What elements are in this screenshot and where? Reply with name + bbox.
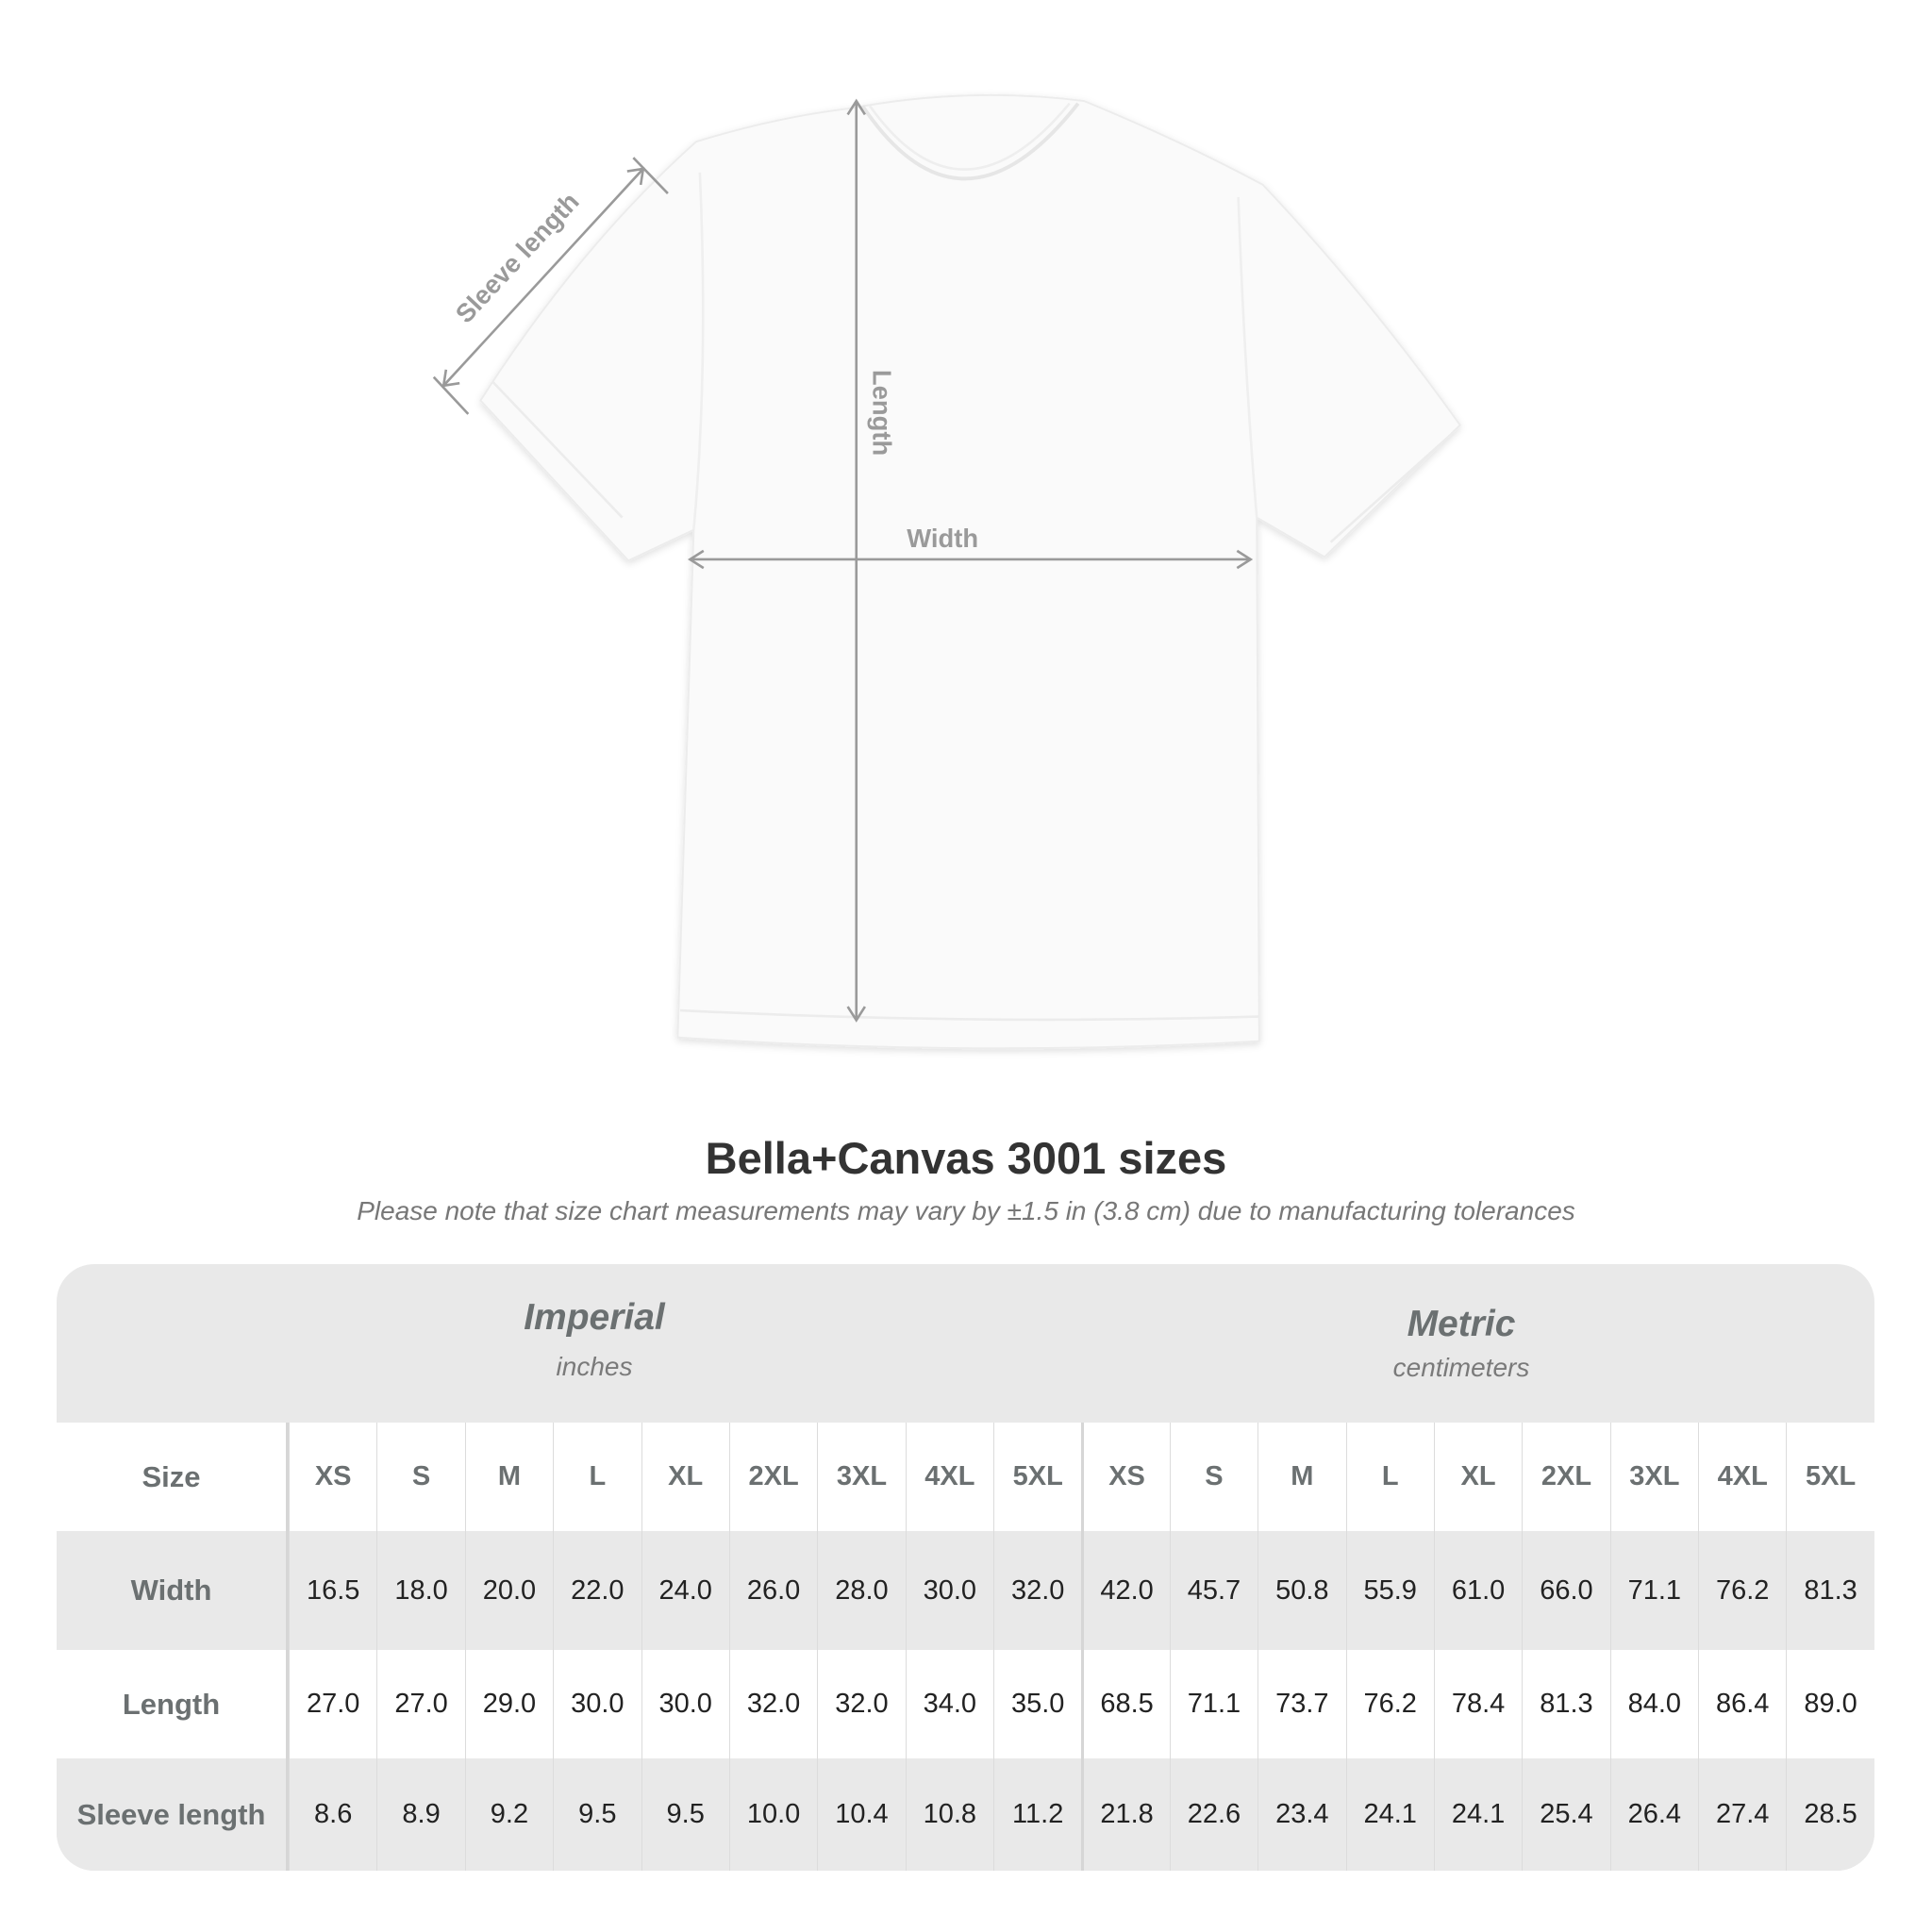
imperial-value: 32.0 — [817, 1650, 905, 1758]
imperial-value: 28.0 — [817, 1531, 905, 1650]
imperial-value: 32.0 — [728, 1650, 817, 1758]
metric-value: 86.4 — [1698, 1650, 1786, 1758]
table-row: Length 27.0 27.0 29.0 30.0 30.0 32.0 32.0 34.0 35… — [57, 1650, 1874, 1758]
metric-header: Metric centimeters — [1178, 1304, 1744, 1383]
imperial-value: 26.0 — [728, 1531, 817, 1650]
imperial-value: 10.0 — [728, 1758, 817, 1871]
imperial-value: 16.5 — [289, 1531, 376, 1650]
metric-size-s: S — [1169, 1423, 1257, 1531]
metric-value: 81.3 — [1522, 1650, 1609, 1758]
metric-value: 81.3 — [1786, 1531, 1874, 1650]
metric-value: 76.2 — [1698, 1531, 1786, 1650]
imperial-value: 10.8 — [905, 1758, 993, 1871]
measurement-arrows — [432, 98, 1254, 1023]
metric-value: 61.0 — [1433, 1531, 1522, 1650]
metric-value: 24.1 — [1345, 1758, 1434, 1871]
metric-value: 23.4 — [1257, 1758, 1345, 1871]
imperial-value: 27.0 — [376, 1650, 464, 1758]
unit-header: Imperial inches Metric centimeters — [57, 1264, 1874, 1423]
imperial-value: 24.0 — [641, 1531, 729, 1650]
width-label: Width — [907, 524, 978, 553]
table-row: Width 16.5 18.0 20.0 22.0 24.0 26.0 28.0 30.0 32.… — [57, 1531, 1874, 1650]
tshirt-image — [479, 93, 1462, 1050]
imperial-value: 30.0 — [641, 1650, 729, 1758]
metric-value: 42.0 — [1081, 1531, 1169, 1650]
row-label: Sleeve length — [57, 1758, 289, 1871]
length-label: Length — [867, 370, 896, 456]
metric-value: 55.9 — [1345, 1531, 1434, 1650]
imperial-value: 22.0 — [553, 1531, 641, 1650]
metric-value: 24.1 — [1433, 1758, 1522, 1871]
metric-value: 21.8 — [1081, 1758, 1169, 1871]
metric-size-xs: XS — [1081, 1423, 1169, 1531]
metric-size-xl: XL — [1433, 1423, 1522, 1531]
imperial-value: 8.9 — [376, 1758, 464, 1871]
imperial-size-l: L — [553, 1423, 641, 1531]
imperial-value: 34.0 — [905, 1650, 993, 1758]
metric-value: 22.6 — [1169, 1758, 1257, 1871]
size-table: Imperial inches Metric centimeters Size X… — [57, 1264, 1874, 1871]
metric-size-3xl: 3XL — [1609, 1423, 1698, 1531]
imperial-value: 8.6 — [289, 1758, 376, 1871]
imperial-value: 30.0 — [905, 1531, 993, 1650]
metric-value: 50.8 — [1257, 1531, 1345, 1650]
tolerance-note: Please note that size chart measurements… — [357, 1196, 1575, 1225]
imperial-size-2xl: 2XL — [728, 1423, 817, 1531]
metric-value: 71.1 — [1169, 1650, 1257, 1758]
metric-value: 28.5 — [1786, 1758, 1874, 1871]
imperial-value: 30.0 — [553, 1650, 641, 1758]
row-label: Width — [57, 1531, 289, 1650]
imperial-value: 18.0 — [376, 1531, 464, 1650]
imperial-value: 32.0 — [993, 1531, 1081, 1650]
metric-value: 66.0 — [1522, 1531, 1609, 1650]
imperial-size-m: M — [464, 1423, 553, 1531]
metric-value: 45.7 — [1169, 1531, 1257, 1650]
metric-size-4xl: 4XL — [1698, 1423, 1786, 1531]
metric-value: 78.4 — [1433, 1650, 1522, 1758]
size-label: Size — [57, 1423, 289, 1531]
imperial-value: 11.2 — [993, 1758, 1081, 1871]
metric-value: 84.0 — [1609, 1650, 1698, 1758]
row-label: Length — [57, 1650, 289, 1758]
metric-size-m: M — [1257, 1423, 1345, 1531]
imperial-value: 35.0 — [993, 1650, 1081, 1758]
imperial-value: 9.5 — [641, 1758, 729, 1871]
imperial-value: 27.0 — [289, 1650, 376, 1758]
metric-size-5xl: 5XL — [1786, 1423, 1874, 1531]
metric-unit: centimeters — [1392, 1353, 1530, 1382]
imperial-size-5xl: 5XL — [993, 1423, 1081, 1531]
imperial-size-4xl: 4XL — [905, 1423, 993, 1531]
metric-value: 26.4 — [1609, 1758, 1698, 1871]
metric-value: 76.2 — [1345, 1650, 1434, 1758]
imperial-header: Imperial inches — [311, 1297, 877, 1382]
size-header-row: Size XS S M L XL 2XL 3XL 4XL 5XL XS S M L XL 2XL 3XL 4XL 5… — [57, 1423, 1874, 1531]
metric-value: 25.4 — [1522, 1758, 1609, 1871]
metric-title: Metric — [1407, 1304, 1516, 1344]
imperial-size-xl: XL — [641, 1423, 729, 1531]
imperial-value: 9.2 — [464, 1758, 553, 1871]
table-row: Sleeve length 8.6 8.9 9.2 9.5 9.5 10.0 10.4 10.8… — [57, 1758, 1874, 1871]
metric-value: 73.7 — [1257, 1650, 1345, 1758]
imperial-value: 10.4 — [817, 1758, 905, 1871]
metric-size-2xl: 2XL — [1522, 1423, 1609, 1531]
imperial-size-s: S — [376, 1423, 464, 1531]
page-title: Bella+Canvas 3001 sizes — [705, 1133, 1227, 1183]
imperial-value: 29.0 — [464, 1650, 553, 1758]
imperial-unit: inches — [556, 1352, 633, 1381]
imperial-value: 9.5 — [553, 1758, 641, 1871]
metric-value: 27.4 — [1698, 1758, 1786, 1871]
imperial-title: Imperial — [524, 1297, 665, 1338]
imperial-size-3xl: 3XL — [817, 1423, 905, 1531]
metric-value: 89.0 — [1786, 1650, 1874, 1758]
imperial-size-xs: XS — [289, 1423, 376, 1531]
metric-size-l: L — [1345, 1423, 1434, 1531]
metric-value: 71.1 — [1609, 1531, 1698, 1650]
metric-value: 68.5 — [1081, 1650, 1169, 1758]
imperial-value: 20.0 — [464, 1531, 553, 1650]
